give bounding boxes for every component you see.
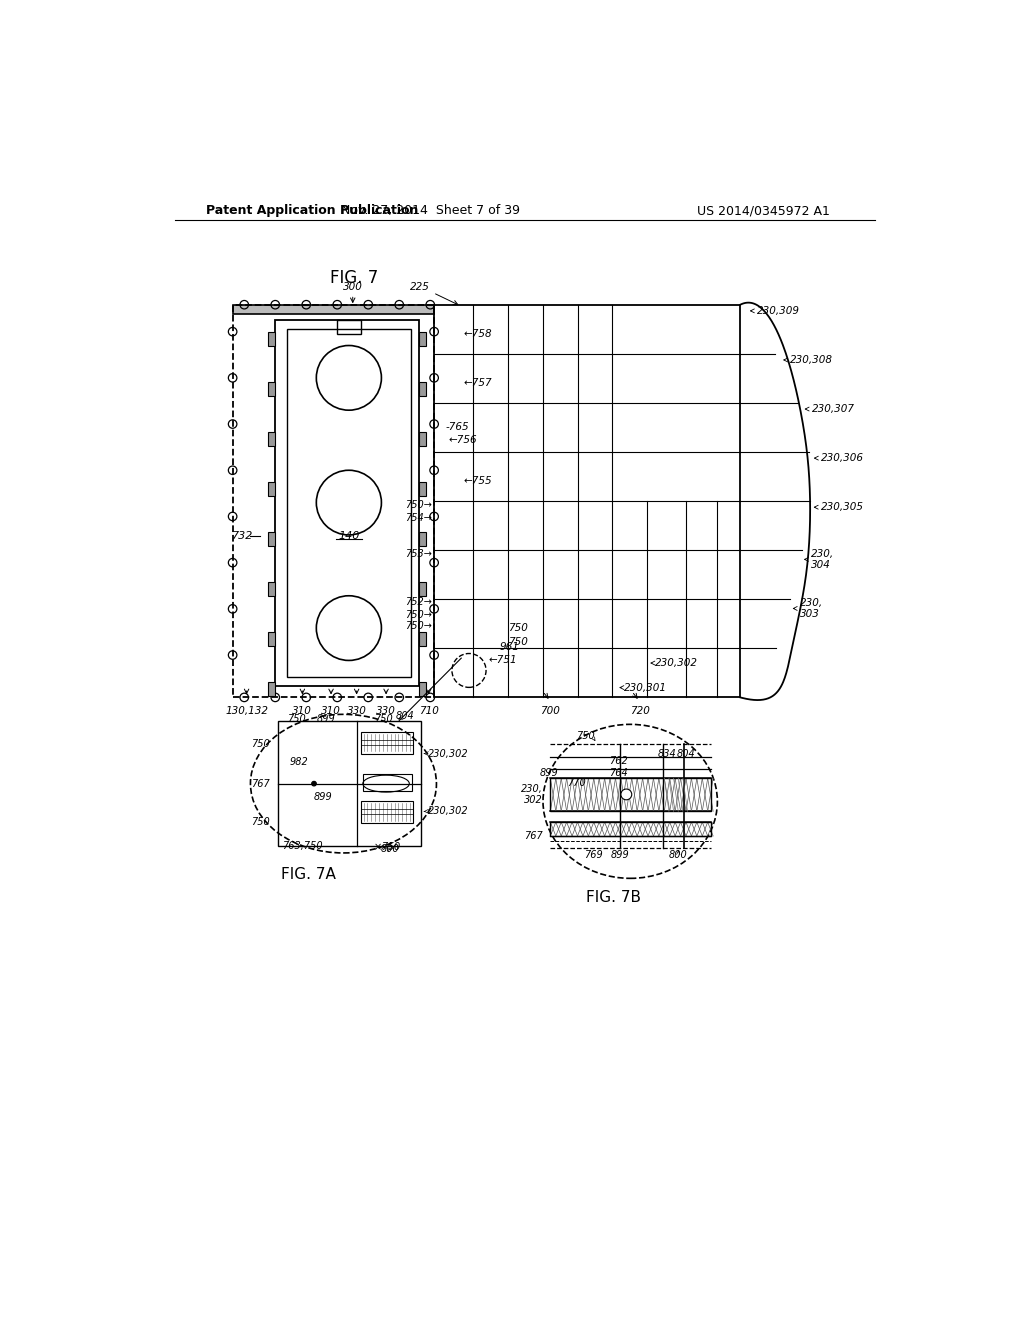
Text: 230,301: 230,301 — [624, 682, 667, 693]
Text: 750: 750 — [251, 817, 270, 828]
Text: 767: 767 — [524, 832, 543, 841]
Bar — [275, 321, 419, 686]
Text: ←751: ←751 — [488, 656, 517, 665]
Text: 310: 310 — [322, 706, 341, 717]
Text: 330: 330 — [347, 706, 367, 717]
Text: 300: 300 — [343, 281, 362, 302]
Bar — [287, 330, 411, 677]
Text: 899: 899 — [316, 714, 335, 723]
Text: 230,302: 230,302 — [428, 807, 469, 816]
Text: 800: 800 — [381, 843, 399, 854]
Text: 899: 899 — [610, 850, 630, 861]
Bar — [337, 321, 360, 334]
Text: 804: 804 — [677, 748, 695, 759]
Bar — [419, 632, 426, 645]
Bar — [419, 331, 426, 346]
Text: 750: 750 — [288, 714, 306, 723]
Bar — [362, 775, 413, 792]
Bar — [419, 532, 426, 545]
Text: 750→: 750→ — [404, 500, 432, 510]
Bar — [419, 482, 426, 496]
Text: 140: 140 — [338, 531, 359, 541]
Bar — [550, 822, 711, 836]
Text: 230,
302: 230, 302 — [521, 784, 543, 805]
Bar — [267, 381, 275, 396]
Text: 764: 764 — [609, 768, 628, 777]
Text: FIG. 7: FIG. 7 — [330, 269, 378, 286]
Bar — [267, 532, 275, 545]
Text: ←755: ←755 — [464, 477, 493, 486]
Text: 770: 770 — [567, 777, 586, 788]
Bar — [232, 305, 434, 314]
Text: 230,306: 230,306 — [821, 453, 864, 463]
Text: 230,309: 230,309 — [757, 306, 800, 315]
Text: 230,302: 230,302 — [655, 659, 698, 668]
Text: 700: 700 — [541, 706, 560, 717]
Bar — [419, 381, 426, 396]
Text: 750→: 750→ — [404, 610, 432, 619]
Text: 754→: 754→ — [404, 513, 432, 523]
Bar — [267, 632, 275, 645]
Text: 753→: 753→ — [404, 549, 432, 558]
Bar — [267, 331, 275, 346]
Bar — [267, 582, 275, 595]
Text: $\times$750: $\times$750 — [374, 840, 401, 851]
Circle shape — [621, 789, 632, 800]
Text: 750: 750 — [251, 739, 270, 748]
Text: 310: 310 — [293, 706, 312, 717]
Text: 230,305: 230,305 — [820, 502, 863, 512]
Text: Patent Application Publication: Patent Application Publication — [206, 205, 418, 218]
Text: -765: -765 — [445, 422, 469, 433]
Text: 804: 804 — [396, 711, 415, 721]
Text: 720: 720 — [630, 706, 649, 717]
Text: FIG. 7B: FIG. 7B — [586, 890, 641, 906]
Text: 710: 710 — [419, 706, 438, 717]
Text: 750: 750 — [508, 638, 527, 647]
Bar — [419, 582, 426, 595]
Text: 225: 225 — [411, 281, 458, 305]
Text: US 2014/0345972 A1: US 2014/0345972 A1 — [697, 205, 829, 218]
Text: 230,
304: 230, 304 — [811, 549, 835, 570]
Bar — [232, 305, 434, 697]
Bar — [550, 779, 711, 812]
Text: 750: 750 — [375, 714, 393, 723]
Text: 763,750: 763,750 — [282, 841, 323, 851]
Text: 230,302: 230,302 — [428, 748, 469, 759]
Text: 767: 767 — [251, 779, 270, 788]
Bar — [267, 482, 275, 496]
Text: 230,308: 230,308 — [791, 355, 834, 364]
Text: 769: 769 — [584, 850, 602, 861]
Text: 750→: 750→ — [404, 622, 432, 631]
Bar — [434, 305, 740, 697]
Text: 230,307: 230,307 — [812, 404, 855, 414]
Text: 834: 834 — [657, 748, 676, 759]
Bar — [267, 432, 275, 446]
Bar — [267, 682, 275, 696]
Bar — [278, 721, 421, 846]
Text: 762: 762 — [609, 756, 628, 767]
Circle shape — [311, 781, 316, 785]
Text: ←756: ←756 — [449, 434, 477, 445]
Text: 752→: 752→ — [404, 597, 432, 606]
Text: FIG. 7A: FIG. 7A — [282, 867, 336, 882]
Text: 750: 750 — [508, 623, 527, 634]
Text: 899: 899 — [314, 792, 333, 803]
Text: 982: 982 — [289, 758, 308, 767]
Text: ←758: ←758 — [464, 329, 493, 339]
Text: 330: 330 — [376, 706, 396, 717]
Text: 750: 750 — [575, 731, 595, 741]
Bar — [360, 733, 414, 754]
Bar — [419, 682, 426, 696]
Text: Nov. 27, 2014  Sheet 7 of 39: Nov. 27, 2014 Sheet 7 of 39 — [341, 205, 520, 218]
Text: 800: 800 — [669, 850, 688, 861]
Text: 899: 899 — [540, 768, 559, 777]
Text: 732: 732 — [232, 531, 253, 541]
Text: ←757: ←757 — [464, 379, 493, 388]
Bar — [360, 801, 414, 822]
Bar — [419, 432, 426, 446]
Text: 130,132: 130,132 — [225, 706, 268, 717]
Text: 961: 961 — [500, 643, 520, 652]
Text: 230,
303: 230, 303 — [800, 598, 823, 619]
